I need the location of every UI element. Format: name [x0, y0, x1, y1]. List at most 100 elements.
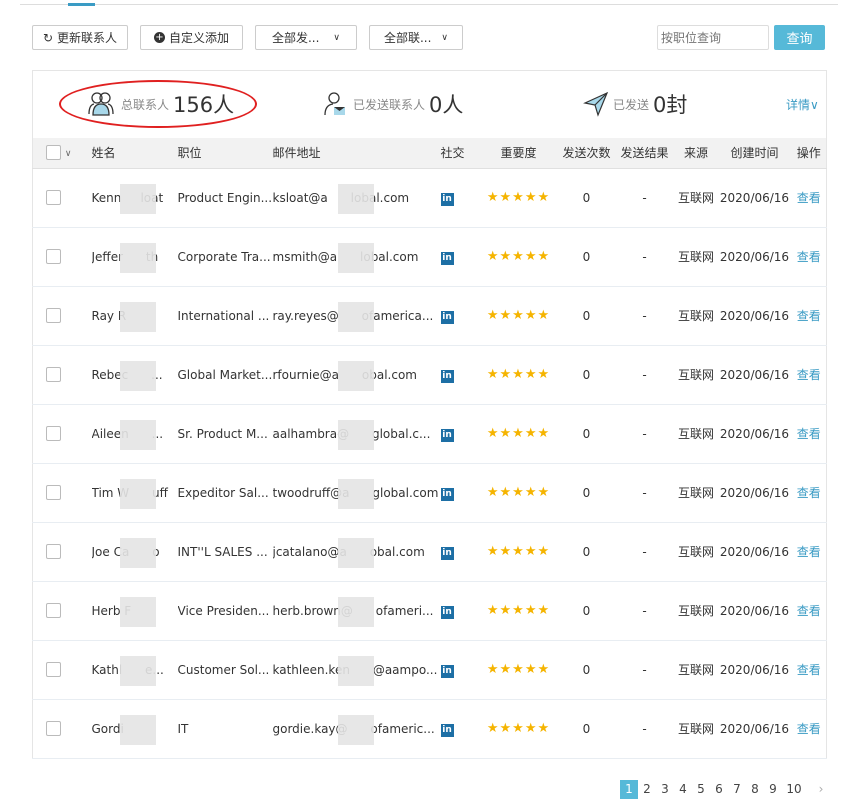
- page-3[interactable]: 3: [661, 782, 669, 796]
- table-row: Ray R International ... ray.reyes@ ofame…: [32, 286, 827, 346]
- linkedin-icon[interactable]: in: [440, 546, 454, 560]
- table-row: Kenn loat Product Engin... ksloat@a loba…: [32, 168, 827, 228]
- view-link[interactable]: 查看: [796, 604, 821, 618]
- linkedin-icon[interactable]: in: [440, 251, 454, 265]
- source: 互联网: [674, 522, 718, 582]
- view-link[interactable]: 查看: [796, 663, 821, 677]
- contact-filter-dropdown[interactable]: 全部联... ∨: [369, 25, 463, 50]
- privacy-blur: [120, 656, 156, 686]
- privacy-blur: [338, 361, 374, 391]
- created-date: 2020/06/16: [717, 345, 792, 405]
- tab-underline: [20, 3, 838, 6]
- table-row: Gordi IT gordie.kay@ ofameric... in ★★★★…: [32, 699, 827, 759]
- contact-mail-icon: [324, 92, 345, 116]
- privacy-blur: [338, 538, 374, 568]
- privacy-blur: [338, 420, 374, 450]
- table-header: ∨ 姓名 职位 邮件地址 社交 重要度 发送次数 发送结果 来源 创建时间 操作: [32, 138, 827, 169]
- send-count: 0: [558, 345, 615, 405]
- view-link[interactable]: 查看: [796, 486, 821, 500]
- page-9[interactable]: 9: [769, 782, 777, 796]
- send-filter-dropdown[interactable]: 全部发... ∨: [255, 25, 357, 50]
- col-importance: 重要度: [478, 138, 559, 169]
- view-link[interactable]: 查看: [796, 368, 821, 382]
- custom-add-button[interactable]: + 自定义添加: [140, 25, 243, 50]
- source: 互联网: [674, 640, 718, 700]
- row-checkbox[interactable]: [46, 662, 61, 677]
- view-link[interactable]: 查看: [796, 191, 821, 205]
- privacy-blur: [120, 243, 156, 273]
- linkedin-icon[interactable]: in: [440, 369, 454, 383]
- linkedin-icon[interactable]: in: [440, 605, 454, 619]
- page-4[interactable]: 4: [679, 782, 687, 796]
- row-checkbox[interactable]: [46, 603, 61, 618]
- created-date: 2020/06/16: [717, 168, 792, 228]
- page-2[interactable]: 2: [643, 782, 651, 796]
- linkedin-icon[interactable]: in: [440, 723, 454, 737]
- send-count: 0: [558, 227, 615, 287]
- send-result: -: [614, 640, 675, 700]
- linkedin-icon[interactable]: in: [440, 192, 454, 206]
- row-checkbox[interactable]: [46, 367, 61, 382]
- privacy-blur: [120, 420, 156, 450]
- view-link[interactable]: 查看: [796, 427, 821, 441]
- details-toggle[interactable]: 详情∨: [786, 98, 819, 112]
- paper-plane-icon: [583, 91, 609, 117]
- select-all-checkbox[interactable]: [46, 145, 61, 161]
- source: 互联网: [674, 581, 718, 641]
- send-result: -: [614, 345, 675, 405]
- row-checkbox[interactable]: [46, 308, 61, 323]
- view-link[interactable]: 查看: [796, 250, 821, 264]
- table-row: Herb F Vice Presiden... herb.brown@ ofam…: [32, 581, 827, 641]
- linkedin-icon[interactable]: in: [440, 664, 454, 678]
- row-checkbox[interactable]: [46, 721, 61, 736]
- source: 互联网: [674, 227, 718, 287]
- importance-stars: ★★★★★: [486, 249, 551, 264]
- send-count: 0: [558, 699, 615, 759]
- page-5[interactable]: 5: [697, 782, 705, 796]
- chevron-down-icon[interactable]: ∨: [64, 149, 72, 160]
- linkedin-icon[interactable]: in: [440, 487, 454, 501]
- row-checkbox[interactable]: [46, 544, 61, 559]
- refresh-contacts-button[interactable]: ↻ 更新联系人: [32, 25, 128, 50]
- page-8[interactable]: 8: [751, 782, 759, 796]
- send-count: 0: [558, 286, 615, 346]
- col-position: 职位: [177, 138, 273, 169]
- active-tab-indicator: [68, 3, 95, 6]
- linkedin-icon[interactable]: in: [440, 310, 454, 324]
- page-10[interactable]: 10: [786, 782, 802, 796]
- privacy-blur: [120, 597, 156, 627]
- search-button[interactable]: 查询: [774, 25, 825, 50]
- page-7[interactable]: 7: [733, 782, 741, 796]
- privacy-blur: [120, 479, 156, 509]
- table-row: Aileen ... Sr. Product M... aalhambra@ g…: [32, 404, 827, 464]
- created-date: 2020/06/16: [717, 699, 792, 759]
- contact-position: IT: [177, 699, 273, 759]
- row-checkbox[interactable]: [46, 426, 61, 441]
- col-send-count: 发送次数: [558, 138, 615, 169]
- row-checkbox[interactable]: [46, 249, 61, 264]
- next-page-button[interactable]: ›: [818, 782, 824, 796]
- source: 互联网: [674, 345, 718, 405]
- view-link[interactable]: 查看: [796, 545, 821, 559]
- position-search-input[interactable]: [657, 25, 769, 50]
- privacy-blur: [120, 361, 156, 391]
- contact-position: Customer Sol...: [177, 640, 273, 700]
- row-checkbox[interactable]: [46, 190, 61, 205]
- send-count: 0: [558, 463, 615, 523]
- page-1[interactable]: 1: [620, 780, 638, 799]
- send-result: -: [614, 463, 675, 523]
- send-count: 0: [558, 522, 615, 582]
- col-created: 创建时间: [717, 138, 792, 169]
- send-result: -: [614, 286, 675, 346]
- table-row: Kathl e... Customer Sol... kathleen.ken …: [32, 640, 827, 700]
- linkedin-icon[interactable]: in: [440, 428, 454, 442]
- page-6[interactable]: 6: [715, 782, 723, 796]
- contact-position: Expeditor Sal...: [177, 463, 273, 523]
- view-link[interactable]: 查看: [796, 309, 821, 323]
- contact-position: Global Market...: [177, 345, 273, 405]
- row-checkbox[interactable]: [46, 485, 61, 500]
- contact-position: Product Engin...: [177, 168, 273, 228]
- view-link[interactable]: 查看: [796, 722, 821, 736]
- contact-position: INT''L SALES ...: [177, 522, 273, 582]
- send-result: -: [614, 168, 675, 228]
